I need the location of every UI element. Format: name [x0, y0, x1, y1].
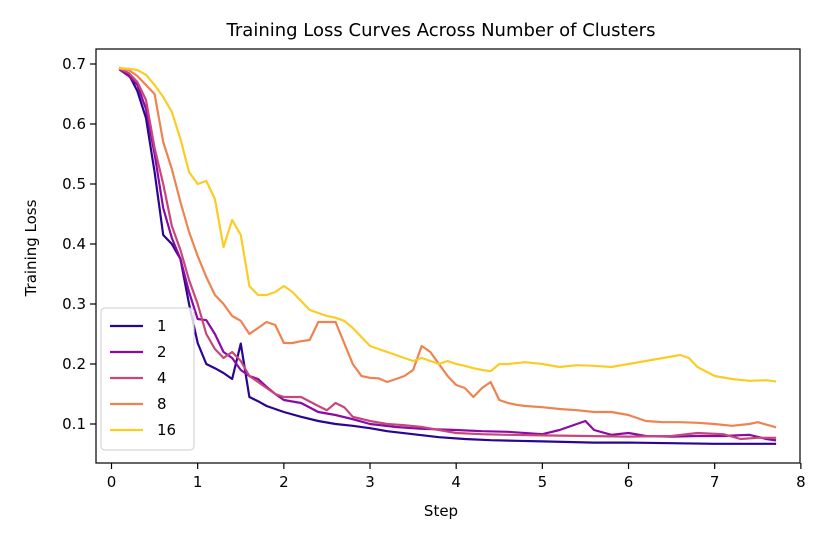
x-tick-label: 7 [710, 473, 720, 491]
series-line-2 [118, 68, 777, 442]
plot-area [118, 66, 777, 445]
x-tick-label: 5 [538, 473, 548, 491]
legend-label-8: 8 [157, 395, 167, 413]
series-line-16 [118, 67, 777, 383]
y-tick-label: 0.1 [62, 415, 86, 433]
x-tick-label: 6 [624, 473, 634, 491]
x-tick-label: 8 [796, 473, 806, 491]
x-tick-label: 2 [279, 473, 289, 491]
series-lines [118, 66, 777, 445]
legend: 1 2 4 8 16 [100, 307, 195, 451]
x-tick-label: 4 [451, 473, 461, 491]
x-tick-label: 1 [193, 473, 203, 491]
y-tick-label: 0.7 [62, 55, 86, 73]
y-tick-label: 0.3 [62, 295, 86, 313]
legend-box [100, 307, 195, 451]
legend-label-1: 1 [157, 317, 167, 335]
y-axis-label: Training Loss [22, 199, 40, 297]
y-tick-label: 0.2 [62, 355, 86, 373]
chart-title: Training Loss Curves Across Number of Cl… [226, 20, 656, 41]
legend-label-4: 4 [157, 369, 167, 387]
y-tick-label: 0.5 [62, 175, 86, 193]
series-line-4 [118, 67, 777, 441]
plot-frame [95, 48, 801, 464]
x-tick-label: 3 [365, 473, 375, 491]
series-line-1 [118, 66, 777, 445]
y-tick-label: 0.6 [62, 115, 86, 133]
x-tick-label: 0 [107, 473, 117, 491]
legend-label-2: 2 [157, 343, 167, 361]
legend-label-16: 16 [157, 421, 176, 439]
y-tick-label: 0.4 [62, 235, 86, 253]
x-axis-label: Step [424, 502, 458, 520]
series-line-8 [118, 67, 777, 429]
axes: 0 1 2 3 4 5 6 7 8 0.1 0.2 0.3 0.4 0.5 0.6 0.7 [62, 48, 806, 491]
